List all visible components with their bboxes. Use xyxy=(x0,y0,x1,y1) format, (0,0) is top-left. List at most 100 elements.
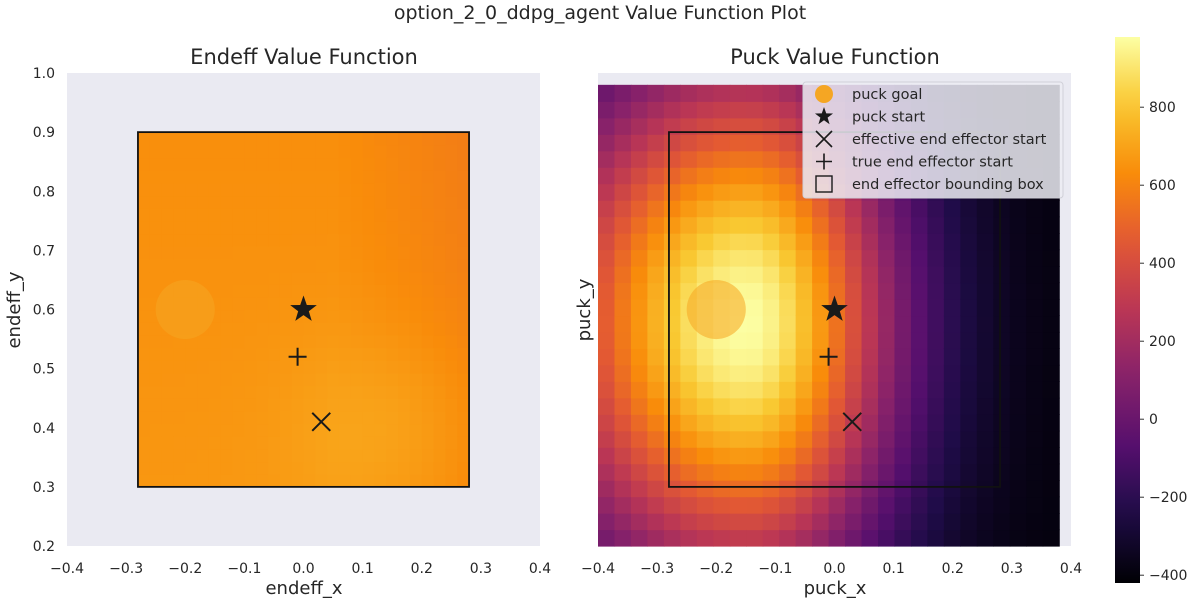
endeff-heatmap-cell xyxy=(162,474,174,487)
puck-heatmap-cell xyxy=(878,315,895,332)
puck-heatmap-cell xyxy=(927,299,944,316)
puck-heatmap-cell xyxy=(878,250,895,267)
puck-heatmap-cell xyxy=(1026,513,1043,530)
puck-heatmap-cell xyxy=(664,447,681,464)
endeff-heatmap-cell xyxy=(233,449,245,462)
endeff-heatmap-cell xyxy=(256,259,268,272)
puck-heatmap-cell xyxy=(845,365,862,382)
endeff-heatmap-cell xyxy=(386,462,398,475)
endeff-heatmap-cell xyxy=(339,322,351,335)
endeff-heatmap-cell xyxy=(173,157,185,170)
puck-heatmap-cell xyxy=(746,348,763,365)
puck-heatmap-cell xyxy=(779,447,796,464)
puck-heatmap-cell xyxy=(911,480,928,497)
puck-heatmap-cell xyxy=(614,85,631,102)
endeff-heatmap-cell xyxy=(422,335,434,348)
endeff-heatmap-cell xyxy=(256,310,268,323)
puck-heatmap-cell xyxy=(796,348,813,365)
puck-heatmap-cell xyxy=(845,250,862,267)
endeff-heatmap-cell xyxy=(339,183,351,196)
puck-heatmap-cell xyxy=(763,151,780,168)
endeff-heatmap-cell xyxy=(457,132,469,145)
endeff-y-tick-label: 0.9 xyxy=(33,125,55,141)
puck-heatmap-cell xyxy=(812,431,829,448)
puck-heatmap-cell xyxy=(927,315,944,332)
endeff-heatmap-cell xyxy=(422,436,434,449)
puck-heatmap-cell xyxy=(796,414,813,431)
endeff-heatmap-cell xyxy=(351,132,363,145)
endeff-heatmap-cell xyxy=(386,208,398,221)
endeff-heatmap-cell xyxy=(457,284,469,297)
endeff-heatmap-cell xyxy=(445,310,457,323)
endeff-heatmap-cell xyxy=(351,259,363,272)
puck-heatmap-cell xyxy=(647,233,664,250)
endeff-heatmap-cell xyxy=(244,322,256,335)
puck-heatmap-cell xyxy=(1043,464,1060,481)
endeff-heatmap-cell xyxy=(173,449,185,462)
endeff-heatmap-cell xyxy=(209,398,221,411)
puck-heatmap-cell xyxy=(598,414,615,431)
endeff-heatmap-cell xyxy=(351,208,363,221)
puck-heatmap-cell xyxy=(647,530,664,547)
endeff-heatmap-cell xyxy=(233,132,245,145)
endeff-heatmap-cell xyxy=(422,411,434,424)
endeff-heatmap-cell xyxy=(233,183,245,196)
endeff-heatmap-cell xyxy=(209,373,221,386)
endeff-heatmap-cell xyxy=(410,221,422,234)
endeff-heatmap-cell xyxy=(173,411,185,424)
puck-heatmap-cell xyxy=(1026,266,1043,283)
puck-heatmap-cell xyxy=(977,250,994,267)
endeff-heatmap-cell xyxy=(268,398,280,411)
puck-heatmap-cell xyxy=(779,184,796,201)
endeff-heatmap-cell xyxy=(233,474,245,487)
endeff-heatmap-cell xyxy=(351,284,363,297)
endeff-heatmap-cell xyxy=(445,411,457,424)
endeff-heatmap-cell xyxy=(138,322,150,335)
puck-heatmap-cell xyxy=(944,464,961,481)
puck-heatmap-cell xyxy=(944,217,961,234)
endeff-heatmap-cell xyxy=(138,233,150,246)
puck-heatmap-cell xyxy=(878,414,895,431)
puck-heatmap-cell xyxy=(697,151,714,168)
endeff-heatmap-cell xyxy=(197,195,209,208)
puck-heatmap-cell xyxy=(894,480,911,497)
puck-heatmap-cell xyxy=(862,480,879,497)
endeff-heatmap-cell xyxy=(374,221,386,234)
puck-heatmap-cell xyxy=(894,315,911,332)
endeff-heatmap-cell xyxy=(162,449,174,462)
endeff-heatmap-cell xyxy=(351,297,363,310)
puck-heatmap-cell xyxy=(796,299,813,316)
endeff-heatmap-cell xyxy=(256,183,268,196)
endeff-heatmap-cell xyxy=(374,462,386,475)
endeff-heatmap-cell xyxy=(256,449,268,462)
puck-heatmap-cell xyxy=(911,414,928,431)
endeff-heatmap-cell xyxy=(386,449,398,462)
puck-heatmap-cell xyxy=(911,217,928,234)
puck-heatmap-cell xyxy=(927,464,944,481)
endeff-heatmap-cell xyxy=(434,348,446,361)
endeff-heatmap-cell xyxy=(304,449,316,462)
puck-heatmap-cell xyxy=(977,233,994,250)
puck-heatmap-cell xyxy=(614,464,631,481)
puck-heatmap-cell xyxy=(829,365,846,382)
puck-heatmap-cell xyxy=(730,398,747,415)
puck-heatmap-cell xyxy=(1043,332,1060,349)
endeff-heatmap-cell xyxy=(398,449,410,462)
puck-heatmap-cell xyxy=(944,250,961,267)
puck-heatmap-cell xyxy=(812,447,829,464)
endeff-heatmap-cell xyxy=(327,259,339,272)
endeff-heatmap-cell xyxy=(339,373,351,386)
endeff-heatmap-cell xyxy=(398,386,410,399)
puck-heatmap-cell xyxy=(746,233,763,250)
puck-heatmap-cell xyxy=(746,282,763,299)
puck-heatmap-cell xyxy=(1043,480,1060,497)
puck-heatmap-cell xyxy=(927,332,944,349)
endeff-heatmap-cell xyxy=(351,335,363,348)
endeff-heatmap-cell xyxy=(445,259,457,272)
endeff-heatmap-cell xyxy=(386,398,398,411)
puck-heatmap-cell xyxy=(1026,348,1043,365)
endeff-heatmap-cell xyxy=(422,246,434,259)
endeff-heatmap-cell xyxy=(315,436,327,449)
endeff-heatmap-cell xyxy=(185,462,197,475)
puck-heatmap-cell xyxy=(796,398,813,415)
